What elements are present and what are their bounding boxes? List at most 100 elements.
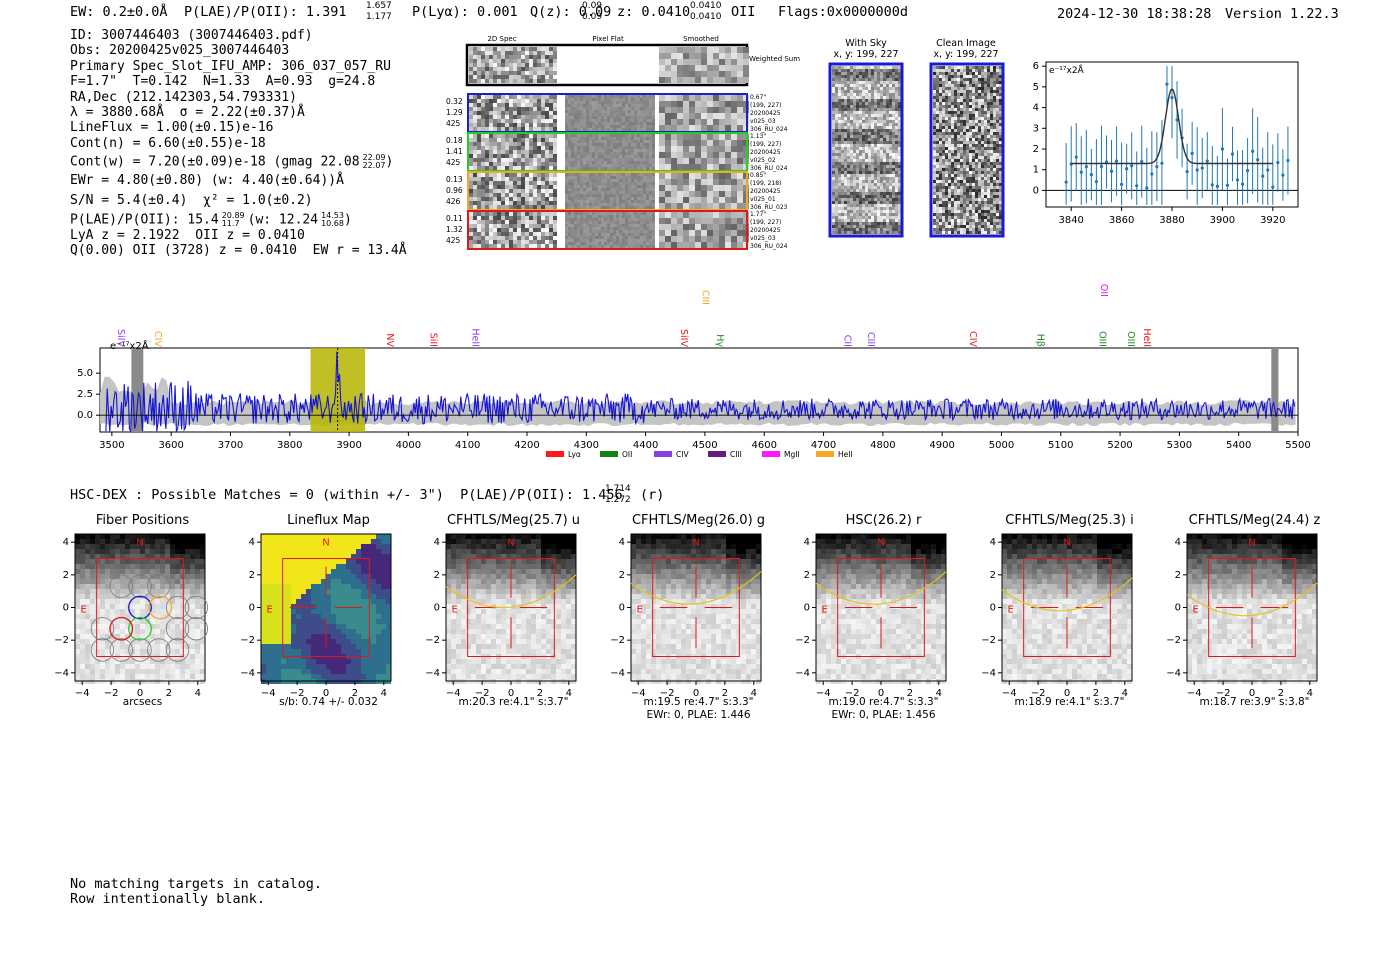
zoom-point: [1215, 184, 1219, 189]
stamp-5: CFHTLS/Meg(25.3) i N E −4 −4 −2 −2 0 0 2 2 4 4 m:18.9…: [977, 510, 1162, 725]
full-xtick-label: 4100: [455, 440, 480, 451]
stamp-image: N E −4 −4 −2 −2 0 0 2 2 4 4: [425, 533, 577, 699]
stamp-ytick-label: 2: [990, 570, 996, 581]
stamp-ytick-label: 2: [619, 570, 625, 581]
spec-row-3: 0.11 1.32 425 1.77"(199, 227)20200425v025_0…: [446, 210, 788, 250]
stamp-ytick-label: 4: [249, 537, 255, 548]
info-sn: S/N = 5.4(±0.4) χ² = 1.0(±0.2): [70, 192, 313, 208]
spec-row-right-value: 306_RU_024: [750, 243, 788, 250]
east-label: E: [267, 604, 273, 615]
zoom-xtick-label: 3880: [1159, 215, 1184, 226]
spec-row-right-value: 306_RU_024: [750, 126, 788, 133]
zoom-unit-label: e⁻¹⁷x2Å: [1049, 64, 1085, 76]
stamp-xtick-label: 4: [1307, 688, 1313, 699]
legend-swatch: [654, 451, 672, 457]
legend-swatch: [546, 451, 564, 457]
line-label: OIII: [1096, 331, 1107, 347]
header-z-sub: 0.0410: [690, 12, 722, 22]
stamp-ytick-label: 4: [63, 537, 69, 548]
info-cont-w: Cont(w) = 7.20(±0.09)e-18 (gmag 22.08 22.…: [70, 153, 394, 171]
full-xtick-label: 3800: [277, 440, 302, 451]
stamp-ytick-label: −2: [610, 635, 625, 646]
stamp-xtick-label: 2: [722, 688, 728, 699]
full-xtick-label: 4700: [811, 440, 836, 451]
stamp-image: N E −4 −4 −2 −2 0 0 2 2 4 4: [610, 533, 762, 699]
fiber-circle: [109, 574, 133, 598]
stamp-title: HSC(26.2) r: [845, 513, 922, 528]
stamp-xtick-label: −2: [1031, 688, 1046, 699]
with-sky-coords: x, y: 199, 227: [833, 49, 899, 60]
stamp-xtick-label: −2: [1216, 688, 1231, 699]
spec-row-right-value: 306_RU_024: [750, 165, 788, 172]
weighted-sum-label: Weighted Sum: [749, 55, 800, 63]
full-unit-label: e⁻¹⁷x2Å: [110, 339, 149, 352]
stamp-ytick-label: 0: [990, 603, 996, 614]
east-label: E: [822, 604, 828, 615]
zoom-point: [1286, 158, 1290, 163]
galaxy-ellipse: [630, 571, 762, 605]
spec-row-right-value: v025_03: [750, 118, 776, 125]
aperture-box: [96, 558, 184, 657]
zoom-point: [1200, 166, 1204, 170]
header-version: Version 1.22.3: [1225, 6, 1339, 22]
clean-frame: [929, 62, 1005, 238]
zoom-ytick-label: 5: [1033, 82, 1039, 93]
stamp-xtick-label: 2: [352, 688, 358, 699]
galaxy-ellipse: [1001, 577, 1133, 612]
masked-region-right: [1271, 348, 1279, 432]
line-label: CIII: [700, 290, 711, 305]
spec-row-right-value: 20200425: [750, 110, 781, 117]
stamp-xtick-label: −2: [290, 688, 305, 699]
full-xtick-label: 4200: [514, 440, 539, 451]
stamp-ytick-label: 2: [249, 570, 255, 581]
zoom-point: [1195, 168, 1199, 172]
stamp-xtick-label: 2: [537, 688, 543, 699]
zoom-point: [1140, 160, 1144, 164]
spec2d-title-0: 2D Spec: [487, 35, 516, 43]
info-plae-w: (w: 12.24: [247, 212, 319, 228]
info-plae-w-sup: 14.53: [321, 211, 344, 221]
north-label: N: [692, 537, 699, 548]
zoom-point: [1130, 164, 1134, 168]
line-label: HeII: [1141, 328, 1152, 347]
galaxy-ellipse: [815, 571, 947, 605]
zoom-point: [1185, 169, 1189, 174]
spec-row-left-value: 0.96: [446, 186, 463, 195]
zoom-point: [1190, 151, 1194, 155]
line-label: CIII: [865, 332, 876, 347]
stamp-2: CFHTLS/Meg(25.7) u N E −4 −4 −2 −2 0 0 2 2 4 4 m:20.3…: [421, 510, 606, 725]
spec-row-left-value: 1.41: [446, 147, 463, 156]
spec-row-right-value: 20200425: [750, 149, 781, 156]
zoom-point: [1145, 186, 1149, 190]
aperture-box: [652, 558, 740, 657]
with-sky-title-text: With Sky: [845, 38, 887, 49]
spec-row-right-value: (199, 227): [750, 219, 781, 226]
info-radec: RA,Dec (212.142303,54.793331): [70, 89, 297, 105]
zoom-point: [1251, 149, 1255, 153]
stamp-ytick-label: 0: [619, 603, 625, 614]
full-xtick-label: 4800: [870, 440, 895, 451]
full-ytick-label: 5.0: [77, 368, 93, 379]
spec-row-0: 0.32 1.29 425 0.67"(199, 227)20200425v025_0…: [446, 93, 788, 133]
fiber-circle-selected: [148, 595, 173, 620]
footer-line-2: Row intentionally blank.: [70, 891, 266, 907]
zoom-point: [1104, 160, 1109, 164]
stamp-0: Fiber Positions N E −4 −4 −2 −2 0 0 2 2 4 4 arcsecs: [50, 510, 235, 725]
with-sky-frame: [828, 62, 904, 238]
header-datetime: 2024-12-30 18:38:28: [1057, 6, 1212, 22]
spec-row-1: 0.18 1.41 425 1.13"(199, 227)20200425v025_0…: [446, 132, 788, 172]
stamp-ytick-label: 2: [1175, 570, 1181, 581]
header-ew: EW: 0.2±0.0Å: [70, 4, 168, 20]
stamp-title: CFHTLS/Meg(24.4) z: [1188, 513, 1321, 528]
line-label: Hβ: [1035, 334, 1046, 347]
zoom-ytick-label: 2: [1033, 144, 1039, 155]
full-xtick-label: 5300: [1167, 440, 1192, 451]
zoom-point: [1135, 184, 1139, 188]
stamp-ytick-label: 4: [804, 537, 810, 548]
stamp-ytick-label: −4: [54, 668, 69, 679]
stamp-ytick-label: 0: [434, 603, 440, 614]
stamp-ytick-label: 0: [63, 603, 69, 614]
stamp-xtick-label: −4: [631, 688, 646, 699]
north-label: N: [507, 537, 514, 548]
zoom-ytick-label: 3: [1033, 123, 1039, 134]
